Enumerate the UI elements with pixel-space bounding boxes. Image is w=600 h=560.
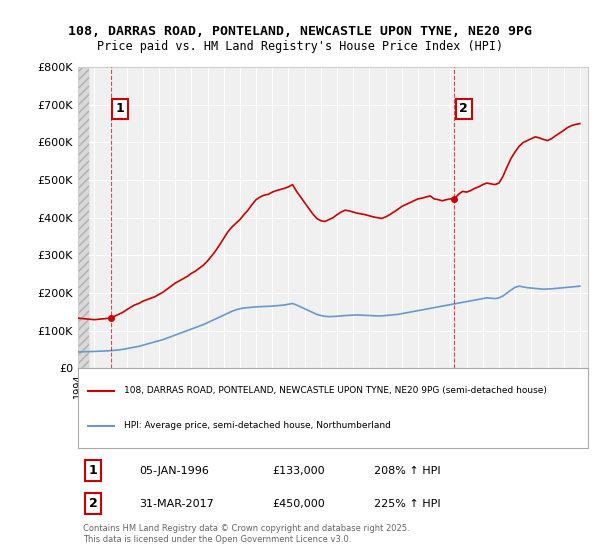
Text: HPI: Average price, semi-detached house, Northumberland: HPI: Average price, semi-detached house,… <box>124 422 391 431</box>
Text: 1: 1 <box>115 102 124 115</box>
Text: 108, DARRAS ROAD, PONTELAND, NEWCASTLE UPON TYNE, NE20 9PG (semi-detached house): 108, DARRAS ROAD, PONTELAND, NEWCASTLE U… <box>124 386 547 395</box>
Text: 208% ↑ HPI: 208% ↑ HPI <box>374 465 440 475</box>
Text: Contains HM Land Registry data © Crown copyright and database right 2025.
This d: Contains HM Land Registry data © Crown c… <box>83 524 410 544</box>
Text: 2: 2 <box>459 102 468 115</box>
Text: 225% ↑ HPI: 225% ↑ HPI <box>374 498 440 508</box>
Text: Price paid vs. HM Land Registry's House Price Index (HPI): Price paid vs. HM Land Registry's House … <box>97 40 503 53</box>
Text: £450,000: £450,000 <box>272 498 325 508</box>
Bar <box>78 67 89 368</box>
Text: 2: 2 <box>89 497 98 510</box>
Text: 31-MAR-2017: 31-MAR-2017 <box>139 498 214 508</box>
Text: £133,000: £133,000 <box>272 465 325 475</box>
Text: 1: 1 <box>89 464 98 477</box>
Text: 05-JAN-1996: 05-JAN-1996 <box>139 465 209 475</box>
Text: 108, DARRAS ROAD, PONTELAND, NEWCASTLE UPON TYNE, NE20 9PG: 108, DARRAS ROAD, PONTELAND, NEWCASTLE U… <box>68 25 532 38</box>
